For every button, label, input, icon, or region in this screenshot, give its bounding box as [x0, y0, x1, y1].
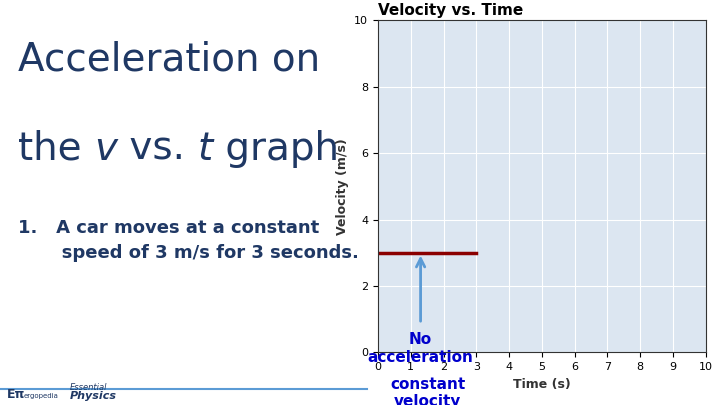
Text: graph: graph: [213, 130, 339, 168]
Text: Velocity vs. Time: Velocity vs. Time: [378, 3, 523, 18]
Text: No
acceleration: No acceleration: [368, 332, 474, 364]
Text: vs.: vs.: [117, 130, 198, 168]
X-axis label: Time (s): Time (s): [513, 377, 571, 391]
Text: constant
velocity: constant velocity: [390, 377, 465, 405]
Text: Eπ: Eπ: [7, 388, 26, 401]
Text: v: v: [94, 130, 117, 168]
Text: Essential: Essential: [70, 383, 107, 392]
Text: Physics: Physics: [70, 391, 117, 401]
Text: ergopedia: ergopedia: [24, 393, 59, 399]
Text: the: the: [19, 130, 94, 168]
Text: Acceleration on: Acceleration on: [19, 40, 320, 79]
Text: 1.   A car moves at a constant
       speed of 3 m/s for 3 seconds.: 1. A car moves at a constant speed of 3 …: [19, 219, 359, 262]
Text: t: t: [198, 130, 213, 168]
Y-axis label: Velocity (m/s): Velocity (m/s): [336, 138, 348, 234]
